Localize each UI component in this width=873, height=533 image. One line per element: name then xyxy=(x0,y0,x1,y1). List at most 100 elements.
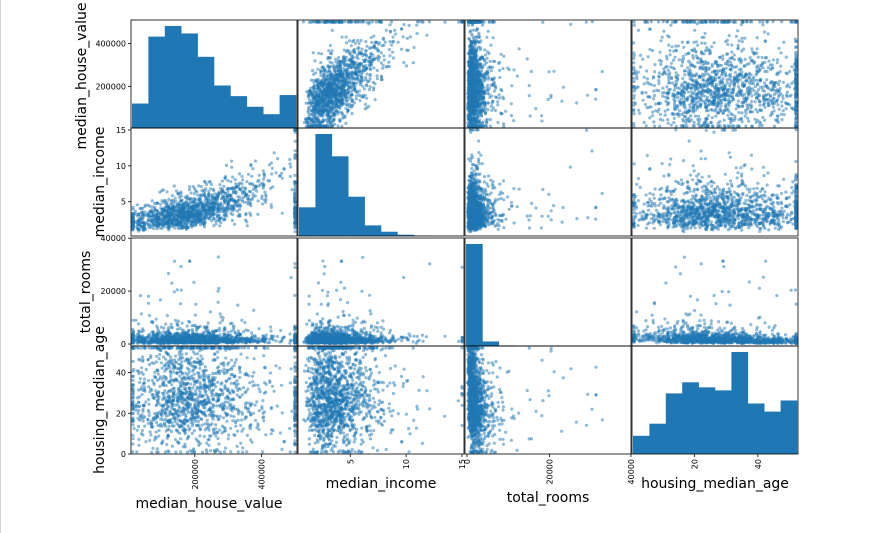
scatter-point xyxy=(632,112,636,116)
scatter-point xyxy=(694,78,698,82)
scatter-point xyxy=(335,78,339,82)
scatter-point xyxy=(747,92,751,96)
scatter-point xyxy=(330,61,334,65)
scatter-point xyxy=(678,109,682,113)
scatter-point xyxy=(645,106,649,110)
scatter-point xyxy=(293,226,297,230)
scatter-point xyxy=(772,83,776,87)
scatter-point xyxy=(661,20,665,24)
scatter-point xyxy=(768,81,773,85)
scatter-point xyxy=(671,66,675,70)
scatter-point xyxy=(319,124,323,128)
scatter-point xyxy=(404,64,409,68)
scatter-point xyxy=(743,57,747,61)
scatter-point xyxy=(304,101,308,105)
scatter-point xyxy=(490,20,494,24)
histogram-bar xyxy=(181,33,198,128)
scatter-point xyxy=(546,97,550,101)
scatter-point xyxy=(778,79,782,83)
scatter-point xyxy=(657,71,661,75)
scatter-point xyxy=(760,61,765,65)
scatter-point xyxy=(684,118,688,122)
scatter-point xyxy=(498,75,502,80)
scatter-point xyxy=(676,95,680,100)
scatter-point xyxy=(348,20,352,24)
scatter-point xyxy=(772,109,776,113)
scatter-point xyxy=(359,38,363,43)
scatter-point xyxy=(691,79,695,83)
scatter-point xyxy=(261,202,265,206)
scatter-point xyxy=(760,55,764,60)
scatter-point xyxy=(726,42,730,47)
scatter-point xyxy=(354,97,358,101)
scatter-point xyxy=(729,78,733,82)
scatter-point xyxy=(749,103,753,107)
scatter-point xyxy=(343,114,347,118)
scatter-point xyxy=(343,20,347,24)
scatter-point xyxy=(703,89,707,93)
scatter-point xyxy=(337,72,341,77)
scatter-point xyxy=(761,115,765,119)
scatter-point xyxy=(698,58,703,63)
scatter-point xyxy=(657,74,661,78)
scatter-point xyxy=(485,61,489,65)
scatter-point xyxy=(645,69,649,73)
scatter-point xyxy=(319,114,324,118)
scatter-point xyxy=(467,63,471,67)
scatter-point xyxy=(339,88,344,92)
scatter-point xyxy=(375,74,379,78)
scatter-point xyxy=(636,85,640,89)
scatter-point xyxy=(704,66,708,70)
scatter-point xyxy=(470,42,474,47)
scatter-point xyxy=(754,96,759,100)
scatter-point xyxy=(345,103,350,107)
scatter-point xyxy=(322,98,326,102)
scatter-point xyxy=(765,69,769,74)
scatter-point xyxy=(269,205,274,209)
scatter-point xyxy=(661,118,665,122)
scatter-point xyxy=(785,94,789,99)
scatter-point xyxy=(547,70,551,74)
scatter-point xyxy=(480,66,484,70)
scatter-point xyxy=(791,106,795,111)
scatter-point xyxy=(648,47,652,52)
scatter-point xyxy=(338,63,342,67)
scatter-point xyxy=(652,84,657,88)
scatter-point xyxy=(643,102,648,107)
scatter-point xyxy=(733,65,737,69)
scatter-point xyxy=(728,84,732,88)
scatter-point xyxy=(369,52,374,56)
scatter-point xyxy=(540,119,544,123)
scatter-point xyxy=(652,93,657,98)
scatter-point xyxy=(321,109,325,113)
scatter-point xyxy=(328,43,332,48)
scatter-point xyxy=(540,114,544,118)
scatter-point xyxy=(334,82,338,86)
scatter-point xyxy=(765,84,769,88)
scatter-point xyxy=(641,57,645,61)
scatter-point xyxy=(679,93,683,97)
scatter-point xyxy=(638,53,643,58)
scatter-point xyxy=(363,102,368,106)
scatter-point xyxy=(781,80,786,84)
scatter-point xyxy=(375,77,379,81)
scatter-point xyxy=(667,78,671,82)
scatter-point xyxy=(763,105,767,109)
scatter-point xyxy=(698,105,703,109)
scatter-point xyxy=(758,20,762,24)
scatter-point xyxy=(782,113,786,117)
scatter-point xyxy=(690,63,694,67)
scatter-point xyxy=(691,48,695,53)
scatter-point xyxy=(489,69,493,73)
scatter-point xyxy=(365,44,369,48)
scatter-point xyxy=(762,89,767,93)
scatter-point xyxy=(541,20,545,24)
scatter-point xyxy=(382,43,386,47)
scatter-point xyxy=(489,83,493,87)
scatter-point xyxy=(367,20,372,24)
scatter-point xyxy=(494,95,498,99)
scatter-point xyxy=(704,117,709,121)
histogram-bar xyxy=(148,36,166,128)
scatter-point xyxy=(658,112,663,116)
scatter-point xyxy=(320,81,324,85)
